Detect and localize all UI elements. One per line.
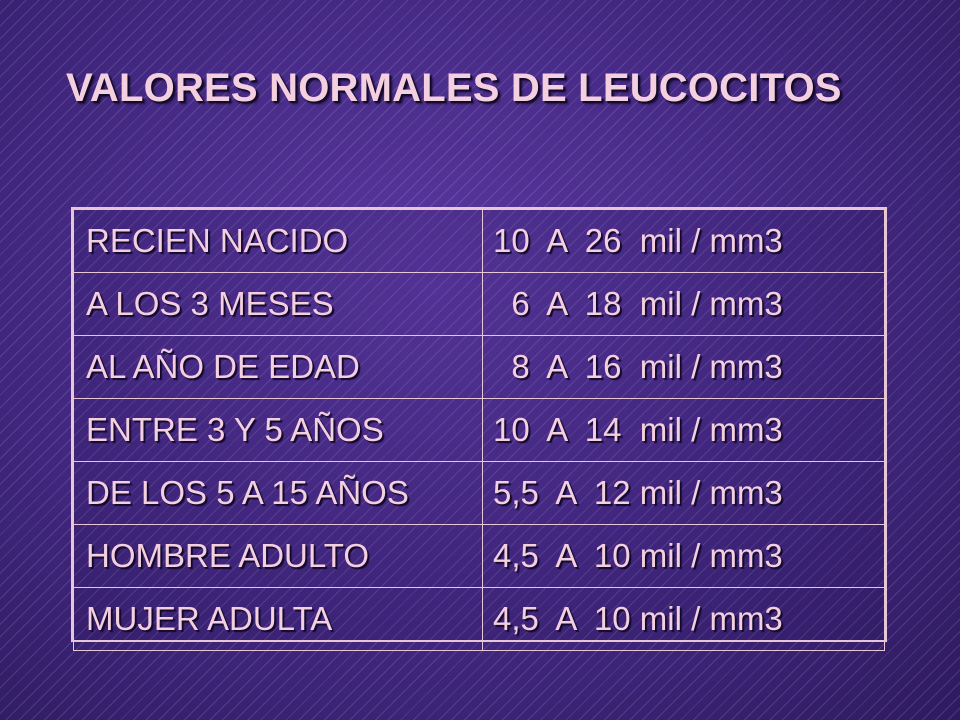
leukocyte-table: RECIEN NACIDO 10 A 26 mil / mm3 A LOS 3 … [71,207,887,651]
age-group-cell: MUJER ADULTA [73,587,483,651]
value-range-cell: 4,5 A 10 mil / mm3 [482,587,885,651]
value-range-cell: 4,5 A 10 mil / mm3 [482,524,885,588]
table-row: A LOS 3 MESES 6 A 18 mil / mm3 [73,272,885,336]
age-group-cell: A LOS 3 MESES [73,272,483,336]
slide-title: VALORES NORMALES DE LEUCOCITOS [66,66,842,110]
table-row: AL AÑO DE EDAD 8 A 16 mil / mm3 [73,335,885,399]
value-range-cell: 10 A 26 mil / mm3 [482,209,885,273]
value-range-cell: 8 A 16 mil / mm3 [482,335,885,399]
value-range-cell: 5,5 A 12 mil / mm3 [482,461,885,525]
leukocyte-values-table: RECIEN NACIDO 10 A 26 mil / mm3 A LOS 3 … [73,209,885,651]
table-row: ENTRE 3 Y 5 AÑOS 10 A 14 mil / mm3 [73,398,885,462]
value-range-cell: 10 A 14 mil / mm3 [482,398,885,462]
age-group-cell: DE LOS 5 A 15 AÑOS [73,461,483,525]
table-row: MUJER ADULTA 4,5 A 10 mil / mm3 [73,587,885,651]
table-row: DE LOS 5 A 15 AÑOS 5,5 A 12 mil / mm3 [73,461,885,525]
age-group-cell: RECIEN NACIDO [73,209,483,273]
age-group-cell: AL AÑO DE EDAD [73,335,483,399]
age-group-cell: HOMBRE ADULTO [73,524,483,588]
age-group-cell: ENTRE 3 Y 5 AÑOS [73,398,483,462]
value-range-cell: 6 A 18 mil / mm3 [482,272,885,336]
table-row: RECIEN NACIDO 10 A 26 mil / mm3 [73,209,885,273]
table-row: HOMBRE ADULTO 4,5 A 10 mil / mm3 [73,524,885,588]
